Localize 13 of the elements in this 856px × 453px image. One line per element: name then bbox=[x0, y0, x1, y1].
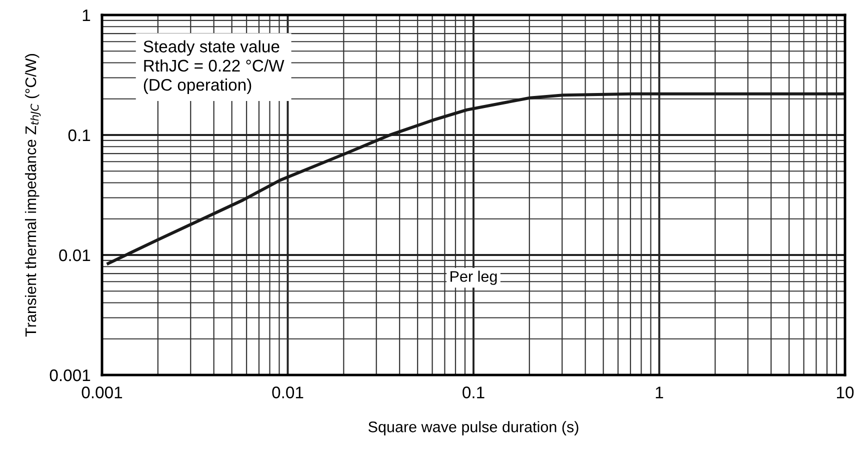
annotation: Steady state value RthJC = 0.22 °C/W (DC operation) bbox=[144, 40, 284, 94]
y-tick-label: 1 bbox=[82, 10, 90, 22]
x-tick-label: 0.1 bbox=[462, 386, 484, 398]
annotation: Per leg bbox=[450, 270, 497, 285]
x-tick-label: 1 bbox=[656, 386, 664, 398]
y-tick-label: 0.001 bbox=[50, 369, 90, 382]
x-axis-title: Square wave pulse duration (s) bbox=[368, 421, 578, 436]
y-axis-title: Transient thermal impedance Z$_{thJC}$ (°C/W) bbox=[24, 54, 41, 337]
x-tick-label: 10 bbox=[837, 386, 854, 398]
y-tick-label: 0.1 bbox=[68, 129, 90, 142]
x-tick-label: 0.001 bbox=[82, 386, 122, 398]
y-tick-label: 0.01 bbox=[59, 249, 90, 262]
x-tick-label: 0.01 bbox=[272, 386, 304, 398]
